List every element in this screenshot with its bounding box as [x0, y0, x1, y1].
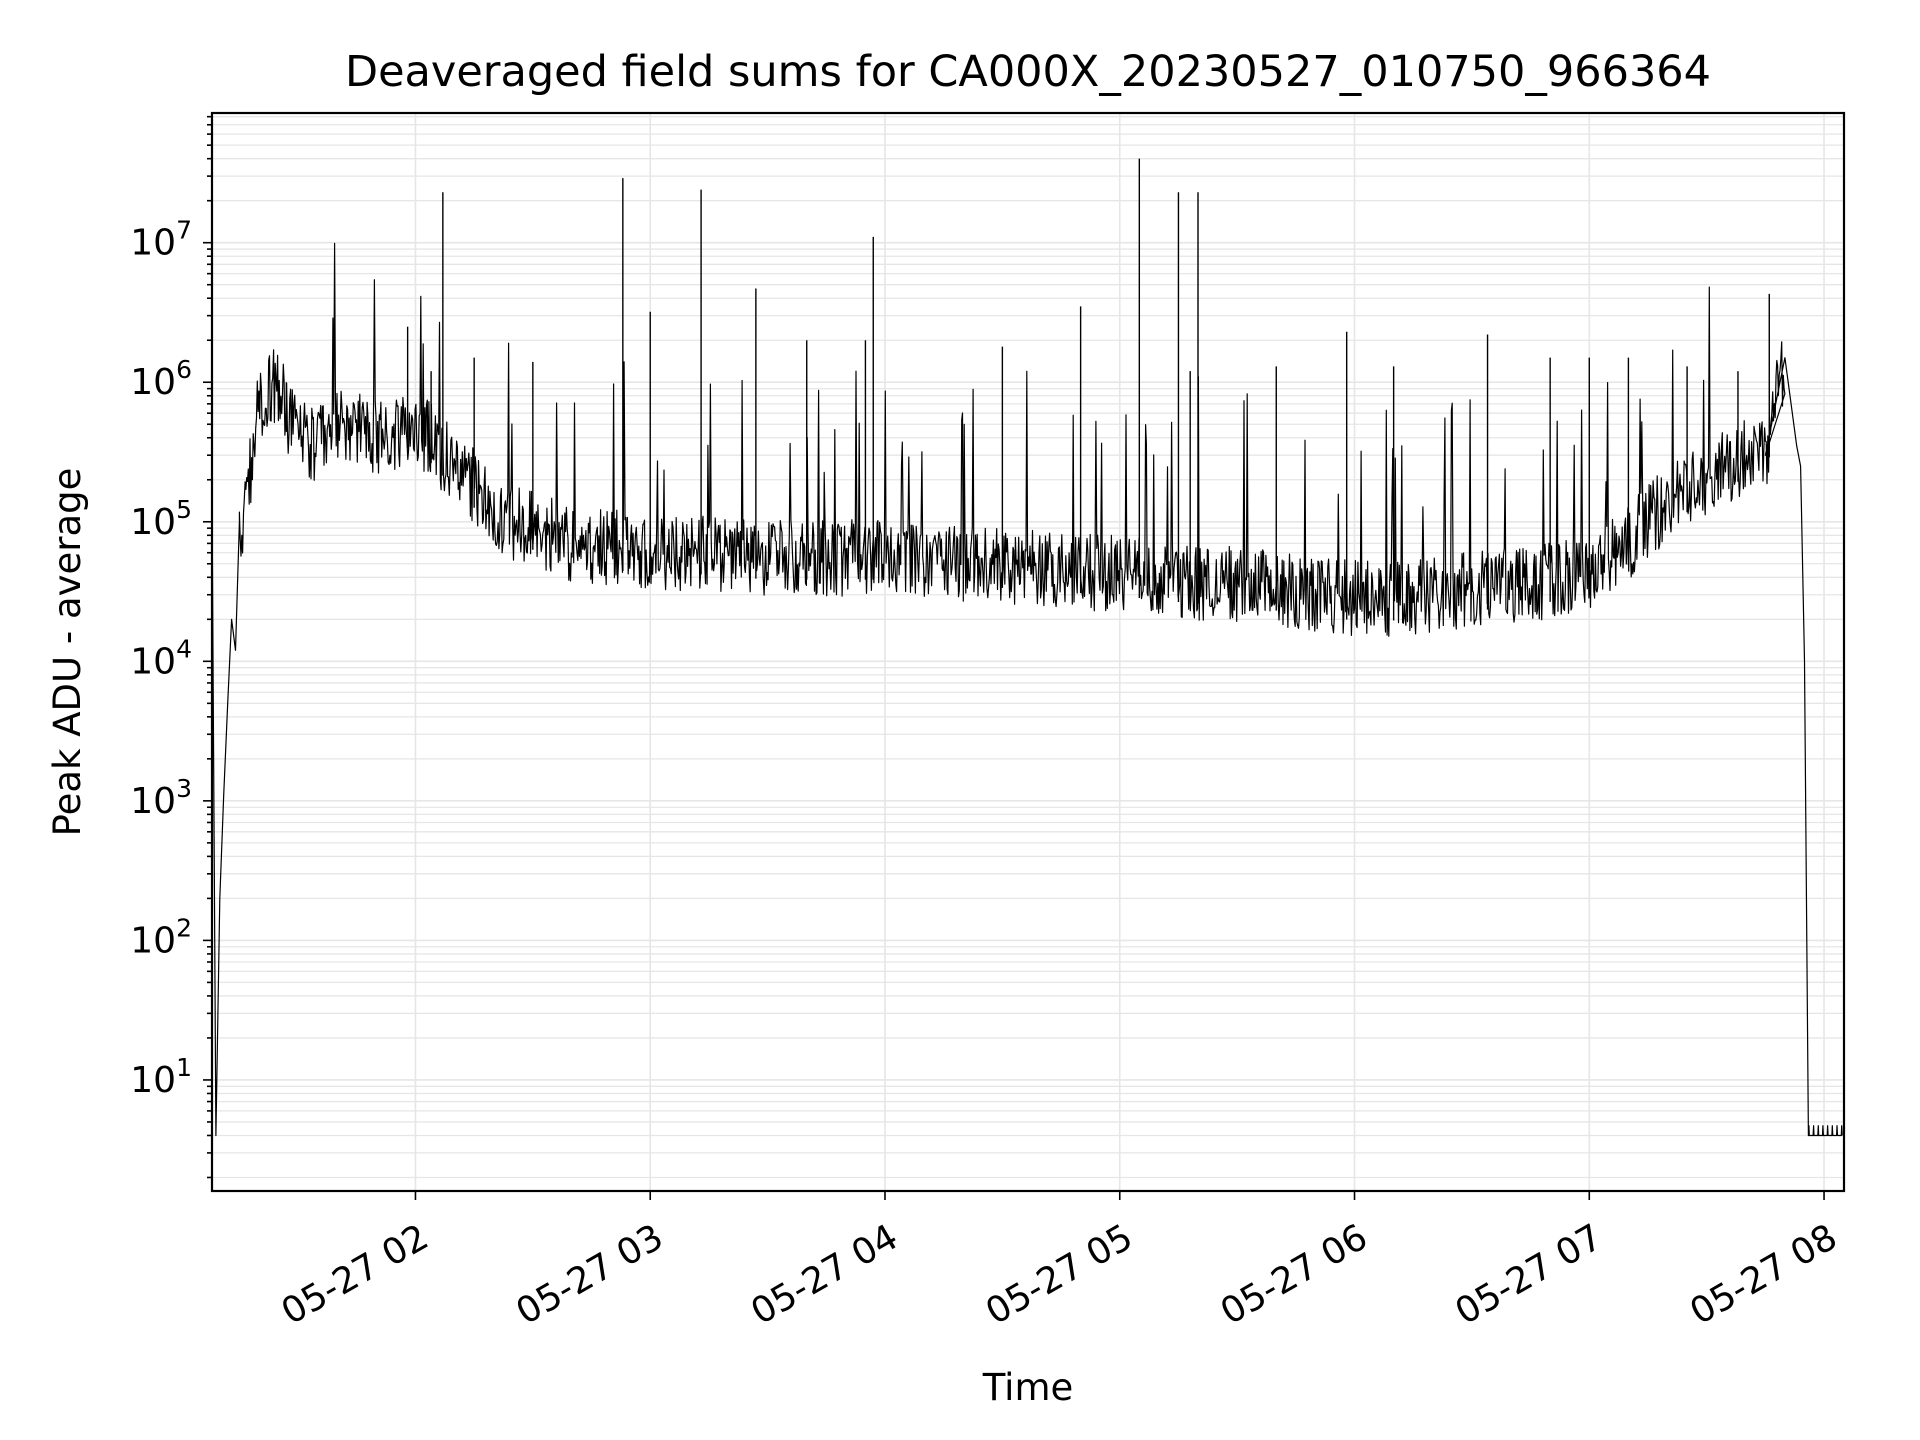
y-tick-label: 102 [130, 913, 192, 961]
y-tick-label: 101 [130, 1053, 192, 1101]
data-layer [211, 158, 1843, 1191]
y-tick-label: 103 [130, 774, 192, 822]
tick-layer [203, 115, 1825, 1200]
y-tick-label: 106 [130, 355, 192, 403]
y-tick-labels: 101 102 103 104 105 106 107 [130, 216, 192, 1101]
x-axis-label: Time [982, 1366, 1074, 1409]
chart-title: Deaveraged field sums for CA000X_2023052… [345, 47, 1711, 97]
series-line [211, 242, 1843, 1191]
y-axis-label: Peak ADU - average [46, 468, 89, 837]
y-tick-label: 105 [130, 495, 192, 543]
plot-frame [210, 111, 1846, 1193]
y-tick-label: 104 [130, 634, 192, 682]
y-tick-label: 107 [130, 216, 192, 264]
